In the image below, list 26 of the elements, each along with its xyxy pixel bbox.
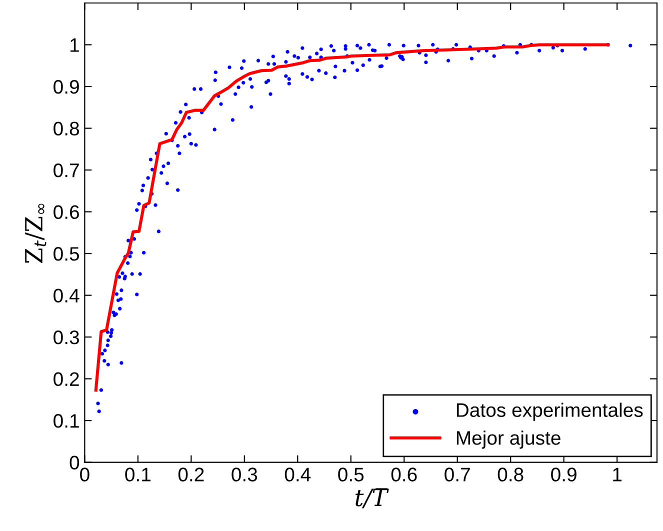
legend-label: Datos experimentales (456, 402, 643, 421)
y-tick-label: 0 (70, 456, 80, 470)
x-tick-label: 0.1 (125, 468, 151, 482)
x-tick-label: 1 (613, 468, 622, 482)
x-tick-label: 0.6 (391, 468, 417, 482)
x-tick-label: 0.5 (338, 468, 364, 482)
y-tick-label: 0.8 (54, 122, 79, 136)
y-tick-label: 1 (70, 38, 79, 52)
y-tick-label: 0.3 (54, 330, 79, 344)
y-tick-label: 0.4 (54, 288, 80, 303)
x-tick-label: 0.8 (498, 468, 524, 482)
x-tick-label: 0.7 (444, 468, 470, 482)
y-tick-label: 0.2 (54, 372, 79, 386)
x-tick-label: 0.4 (284, 468, 311, 482)
y-axis-title: Z$_{t}$/Z$_{∞}$ (25, 204, 46, 263)
x-axis-title: t/T̅ (356, 488, 389, 508)
y-tick-label: 0.5 (54, 246, 80, 261)
x-tick-label: 0.3 (232, 468, 258, 482)
y-tick-label: 0.9 (54, 80, 79, 94)
y-tick-label: 0.6 (54, 205, 79, 220)
legend-label: Mejor ajuste (456, 430, 560, 449)
x-tick-label: 0 (80, 468, 90, 482)
x-tick-label: 0.2 (178, 468, 204, 482)
y-tick-label: 0.7 (54, 163, 79, 178)
y-tick-label: 0.1 (54, 414, 79, 428)
x-tick-label: 0.9 (551, 468, 576, 482)
